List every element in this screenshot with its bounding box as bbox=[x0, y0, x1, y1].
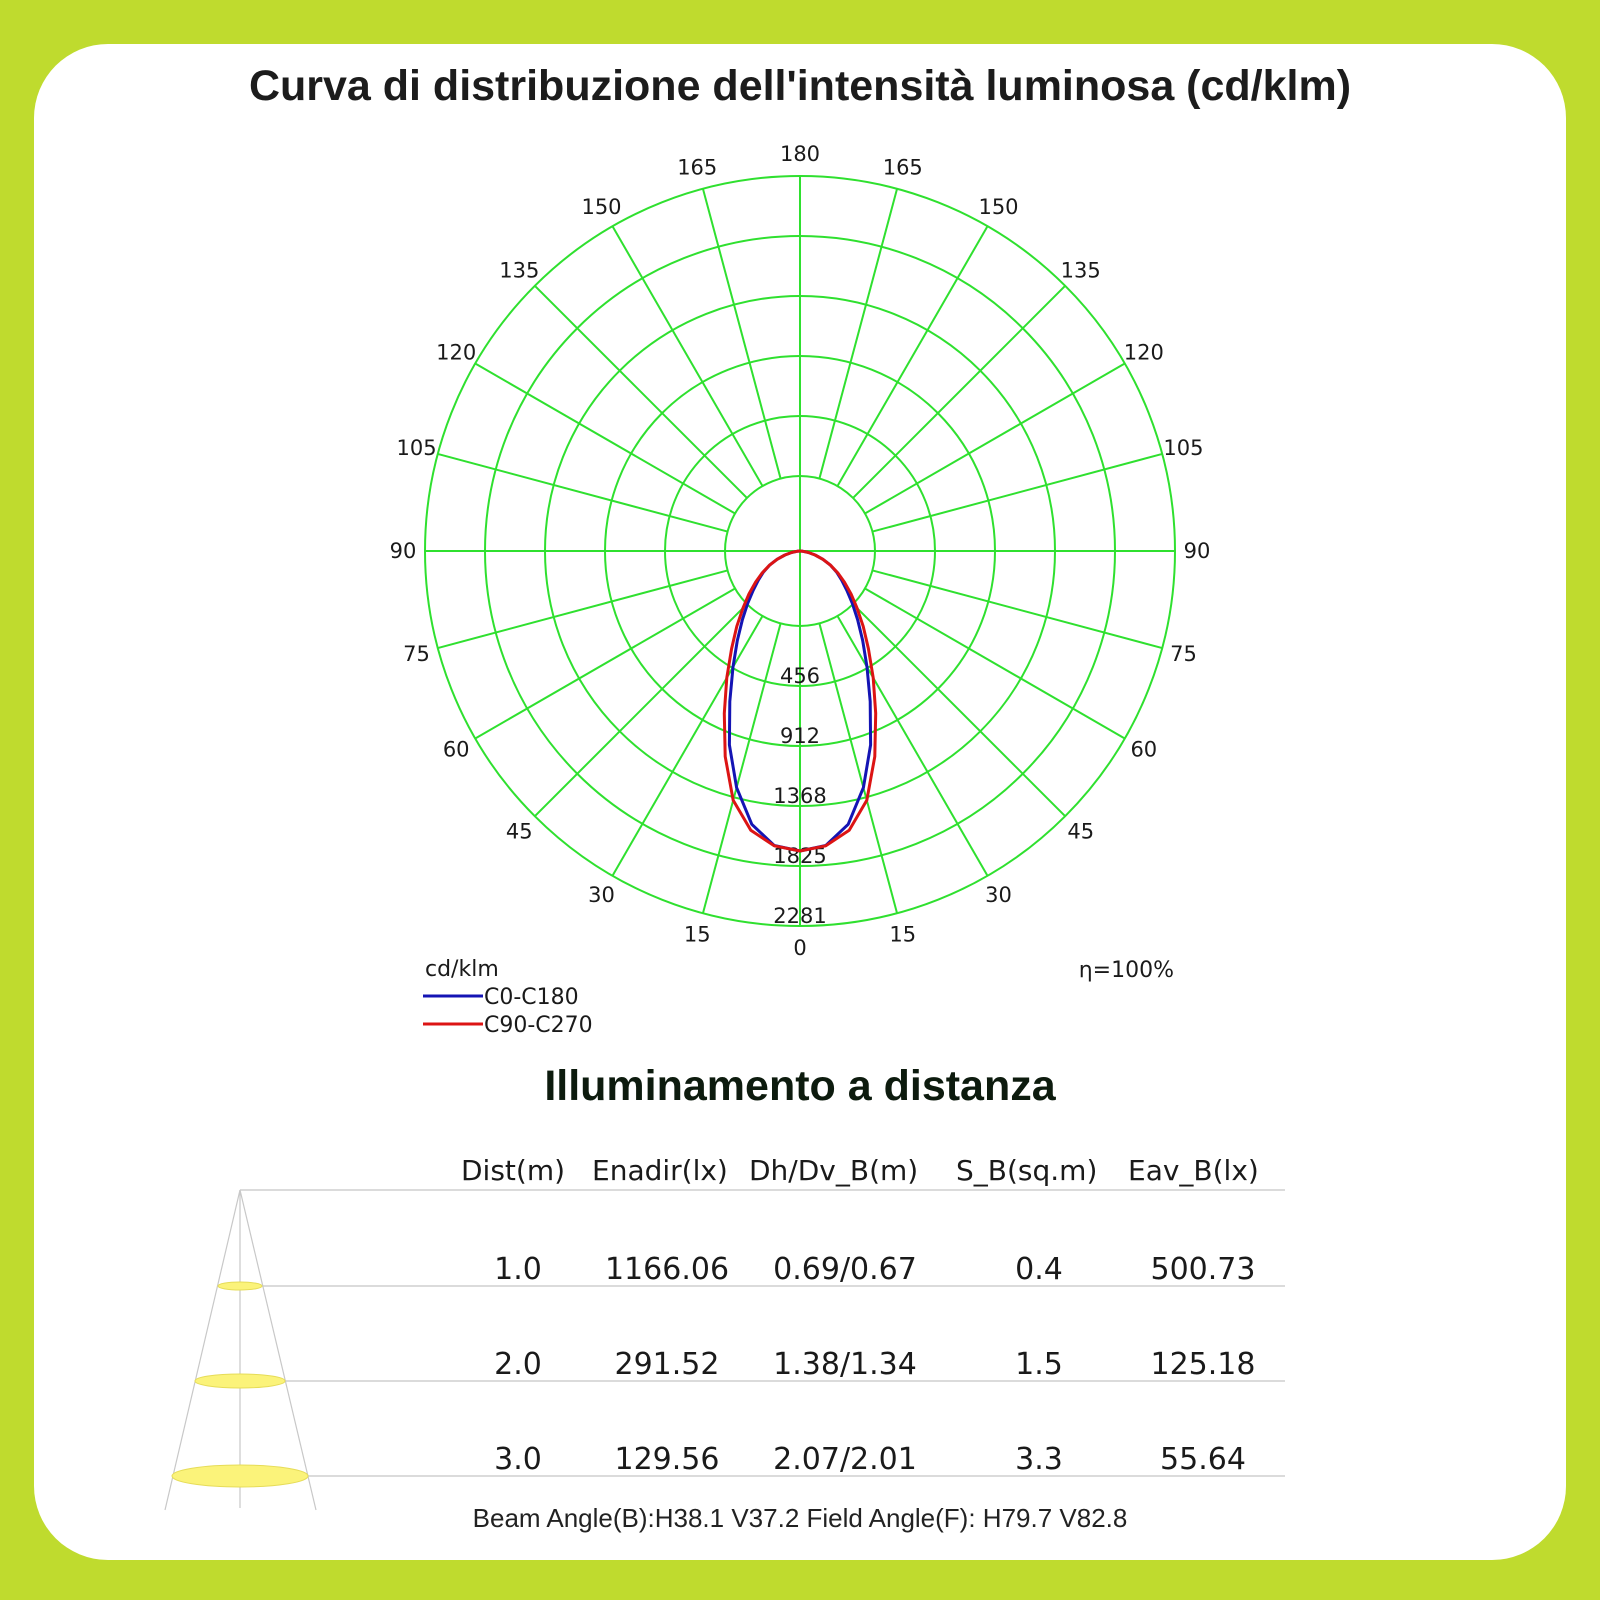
grid-spoke bbox=[818, 188, 899, 479]
column-header: Eav_B(lx) bbox=[1128, 1154, 1259, 1187]
angle-label: 30 bbox=[588, 883, 615, 907]
grid-spoke bbox=[836, 615, 989, 877]
table-cell: 500.73 bbox=[1150, 1252, 1256, 1287]
table-cell: 2.07/2.01 bbox=[773, 1442, 917, 1477]
angle-label: 45 bbox=[506, 820, 533, 844]
table-cell: 0.4 bbox=[1015, 1252, 1063, 1287]
grid-spoke bbox=[852, 603, 1066, 817]
chart-title: Curva di distribuzione dell'intensità lu… bbox=[248, 62, 1352, 110]
angle-label: 105 bbox=[1163, 436, 1203, 460]
angle-label: 30 bbox=[985, 883, 1012, 907]
angle-label: 75 bbox=[1170, 642, 1197, 666]
series-curve-c90-c270 bbox=[722, 549, 878, 853]
grid-spoke bbox=[836, 225, 989, 487]
angle-label: 0 bbox=[793, 936, 806, 960]
column-header: Dh/Dv_B(m) bbox=[749, 1154, 919, 1187]
angle-label: 135 bbox=[499, 258, 539, 282]
angle-label: 75 bbox=[403, 642, 430, 666]
grid-spoke bbox=[818, 623, 899, 914]
beam-field-angle-note: Beam Angle(B):H38.1 V37.2 Field Angle(F)… bbox=[472, 1503, 1128, 1533]
table-cell: 0.69/0.67 bbox=[773, 1252, 917, 1287]
beam-spot-1m bbox=[217, 1281, 263, 1291]
radial-tick-label: 456 bbox=[780, 664, 820, 688]
angle-label: 135 bbox=[1061, 258, 1101, 282]
angle-label: 150 bbox=[978, 195, 1018, 219]
angle-label: 165 bbox=[883, 156, 923, 180]
beam-spot-2m bbox=[194, 1373, 286, 1389]
grid-spoke bbox=[864, 587, 1126, 740]
column-header: S_B(sq.m) bbox=[956, 1154, 1098, 1187]
angle-label: 15 bbox=[684, 922, 711, 946]
grid-spoke bbox=[872, 452, 1163, 533]
radial-tick-label: 2281 bbox=[773, 904, 826, 928]
table-cell: 1.5 bbox=[1015, 1347, 1063, 1382]
angle-label: 45 bbox=[1067, 820, 1094, 844]
efficiency-label: η=100% bbox=[1079, 958, 1174, 983]
legend-label: C90-C270 bbox=[484, 1013, 593, 1038]
unit-label: cd/klm bbox=[425, 957, 499, 982]
cone-edge-right bbox=[239, 1189, 317, 1511]
angle-label: 60 bbox=[443, 738, 470, 762]
table-cell: 1.0 bbox=[494, 1252, 542, 1287]
table-cell: 3.0 bbox=[494, 1442, 542, 1477]
grid-spoke bbox=[852, 285, 1066, 499]
angle-label: 150 bbox=[581, 195, 621, 219]
angle-label: 120 bbox=[436, 341, 476, 365]
grid-spoke bbox=[701, 188, 782, 479]
column-header: Dist(m) bbox=[461, 1154, 566, 1187]
radial-tick-label: 912 bbox=[780, 724, 820, 748]
table-cell: 125.18 bbox=[1150, 1347, 1256, 1382]
radial-tick-label: 1368 bbox=[773, 784, 826, 808]
angle-label: 90 bbox=[1184, 539, 1211, 563]
legend-label: C0-C180 bbox=[484, 985, 579, 1010]
distance-section-title: Illuminamento a distanza bbox=[544, 1062, 1056, 1110]
grid-spoke bbox=[474, 587, 736, 740]
angle-label: 90 bbox=[390, 539, 417, 563]
angle-label: 180 bbox=[780, 142, 820, 166]
table-cell: 55.64 bbox=[1160, 1442, 1246, 1477]
beam-spot-3m bbox=[171, 1464, 309, 1488]
table-cell: 1.38/1.34 bbox=[773, 1347, 917, 1382]
angle-label: 60 bbox=[1130, 738, 1157, 762]
angle-label: 165 bbox=[677, 156, 717, 180]
table-cell: 2.0 bbox=[494, 1347, 542, 1382]
angle-label: 15 bbox=[889, 922, 916, 946]
grid-spoke bbox=[474, 362, 736, 515]
grid-spoke bbox=[611, 225, 764, 487]
table-cell: 291.52 bbox=[614, 1347, 720, 1382]
grid-spoke bbox=[437, 569, 728, 650]
grid-spoke bbox=[534, 285, 748, 499]
table-cell: 1166.06 bbox=[604, 1252, 730, 1287]
grid-spoke bbox=[701, 623, 782, 914]
grid-spoke bbox=[864, 362, 1126, 515]
grid-spoke bbox=[534, 603, 748, 817]
table-cell: 129.56 bbox=[614, 1442, 720, 1477]
grid-spoke bbox=[437, 452, 728, 533]
angle-label: 120 bbox=[1124, 341, 1164, 365]
grid-spoke bbox=[872, 569, 1163, 650]
grid-spoke bbox=[611, 615, 764, 877]
cone-edge-left bbox=[164, 1189, 241, 1511]
angle-label: 105 bbox=[396, 436, 436, 460]
column-header: Enadir(lx) bbox=[592, 1154, 728, 1187]
table-cell: 3.3 bbox=[1015, 1442, 1063, 1477]
